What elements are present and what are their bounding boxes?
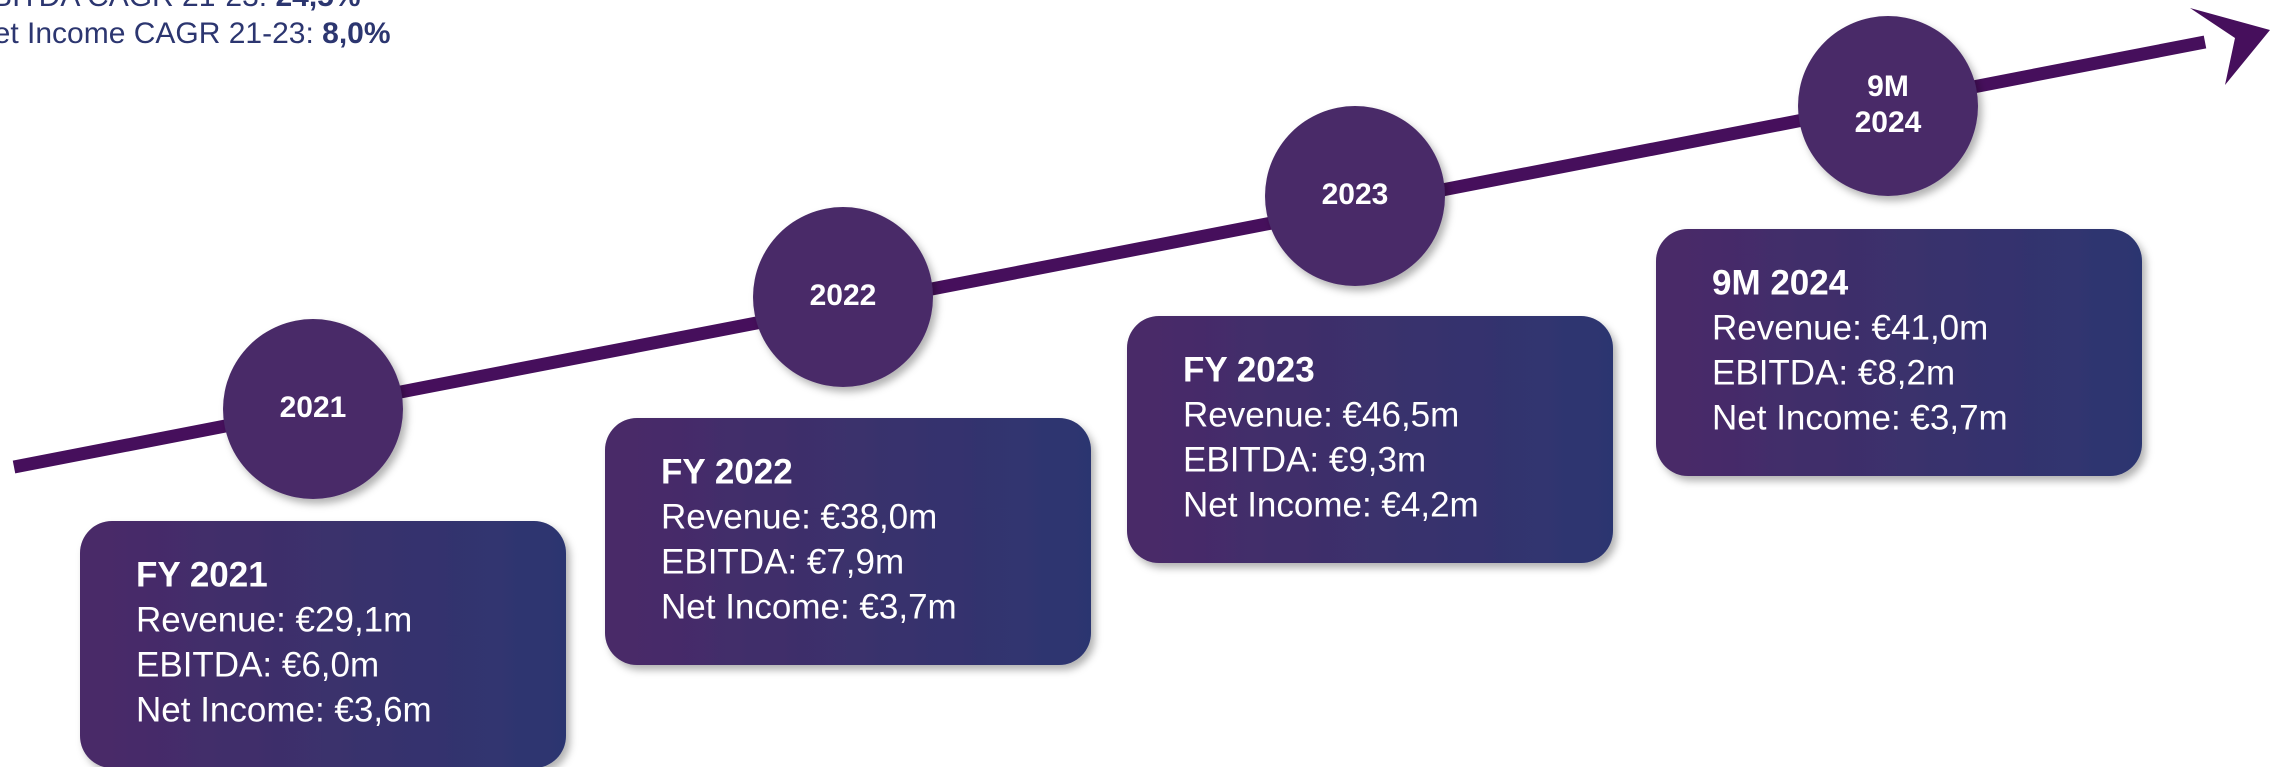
info-box: [1127, 316, 1613, 563]
info-line: EBITDA: €9,3m: [1183, 440, 1426, 479]
info-line: EBITDA: €6,0m: [136, 645, 379, 684]
header-label: EBITDA CAGR 21-23:: [0, 0, 275, 13]
info-title: FY 2021: [136, 555, 268, 594]
info-title: 9M 2024: [1712, 263, 1849, 302]
info-line: Revenue: €46,5m: [1183, 395, 1459, 434]
info-line: Net Income: €3,6m: [136, 690, 432, 729]
info-box: [1656, 229, 2142, 476]
info-title: FY 2023: [1183, 350, 1315, 389]
info-line: Revenue: €41,0m: [1712, 308, 1988, 347]
milestone-label: 2024: [1855, 106, 1922, 139]
info-line: EBITDA: €7,9m: [661, 542, 904, 581]
milestone-label: 2022: [810, 279, 877, 312]
header-label: Net Income CAGR 21-23:: [0, 17, 322, 50]
info-line: Net Income: €3,7m: [661, 587, 957, 626]
header-line: EBITDA CAGR 21-23: 24,5%: [0, 0, 361, 13]
milestone-label: 9M: [1867, 70, 1909, 103]
header-line: Net Income CAGR 21-23: 8,0%: [0, 17, 391, 50]
milestone-circle: [753, 207, 933, 387]
info-title: FY 2022: [661, 452, 793, 491]
milestone-circle: [1798, 16, 1978, 196]
info-line: EBITDA: €8,2m: [1712, 353, 1955, 392]
header-value: 8,0%: [322, 17, 390, 50]
info-line: Net Income: €3,7m: [1712, 398, 2008, 437]
info-line: Revenue: €38,0m: [661, 497, 937, 536]
info-box: [80, 521, 566, 767]
info-box: [605, 418, 1091, 665]
info-line: Revenue: €29,1m: [136, 600, 412, 639]
milestone-label: 2023: [1322, 178, 1389, 211]
milestone-circle: [223, 319, 403, 499]
milestone-circle: [1265, 106, 1445, 286]
header-value: 24,5%: [275, 0, 360, 13]
arrow-head: [2190, 8, 2270, 85]
milestone-label: 2021: [280, 391, 347, 424]
info-line: Net Income: €4,2m: [1183, 485, 1479, 524]
